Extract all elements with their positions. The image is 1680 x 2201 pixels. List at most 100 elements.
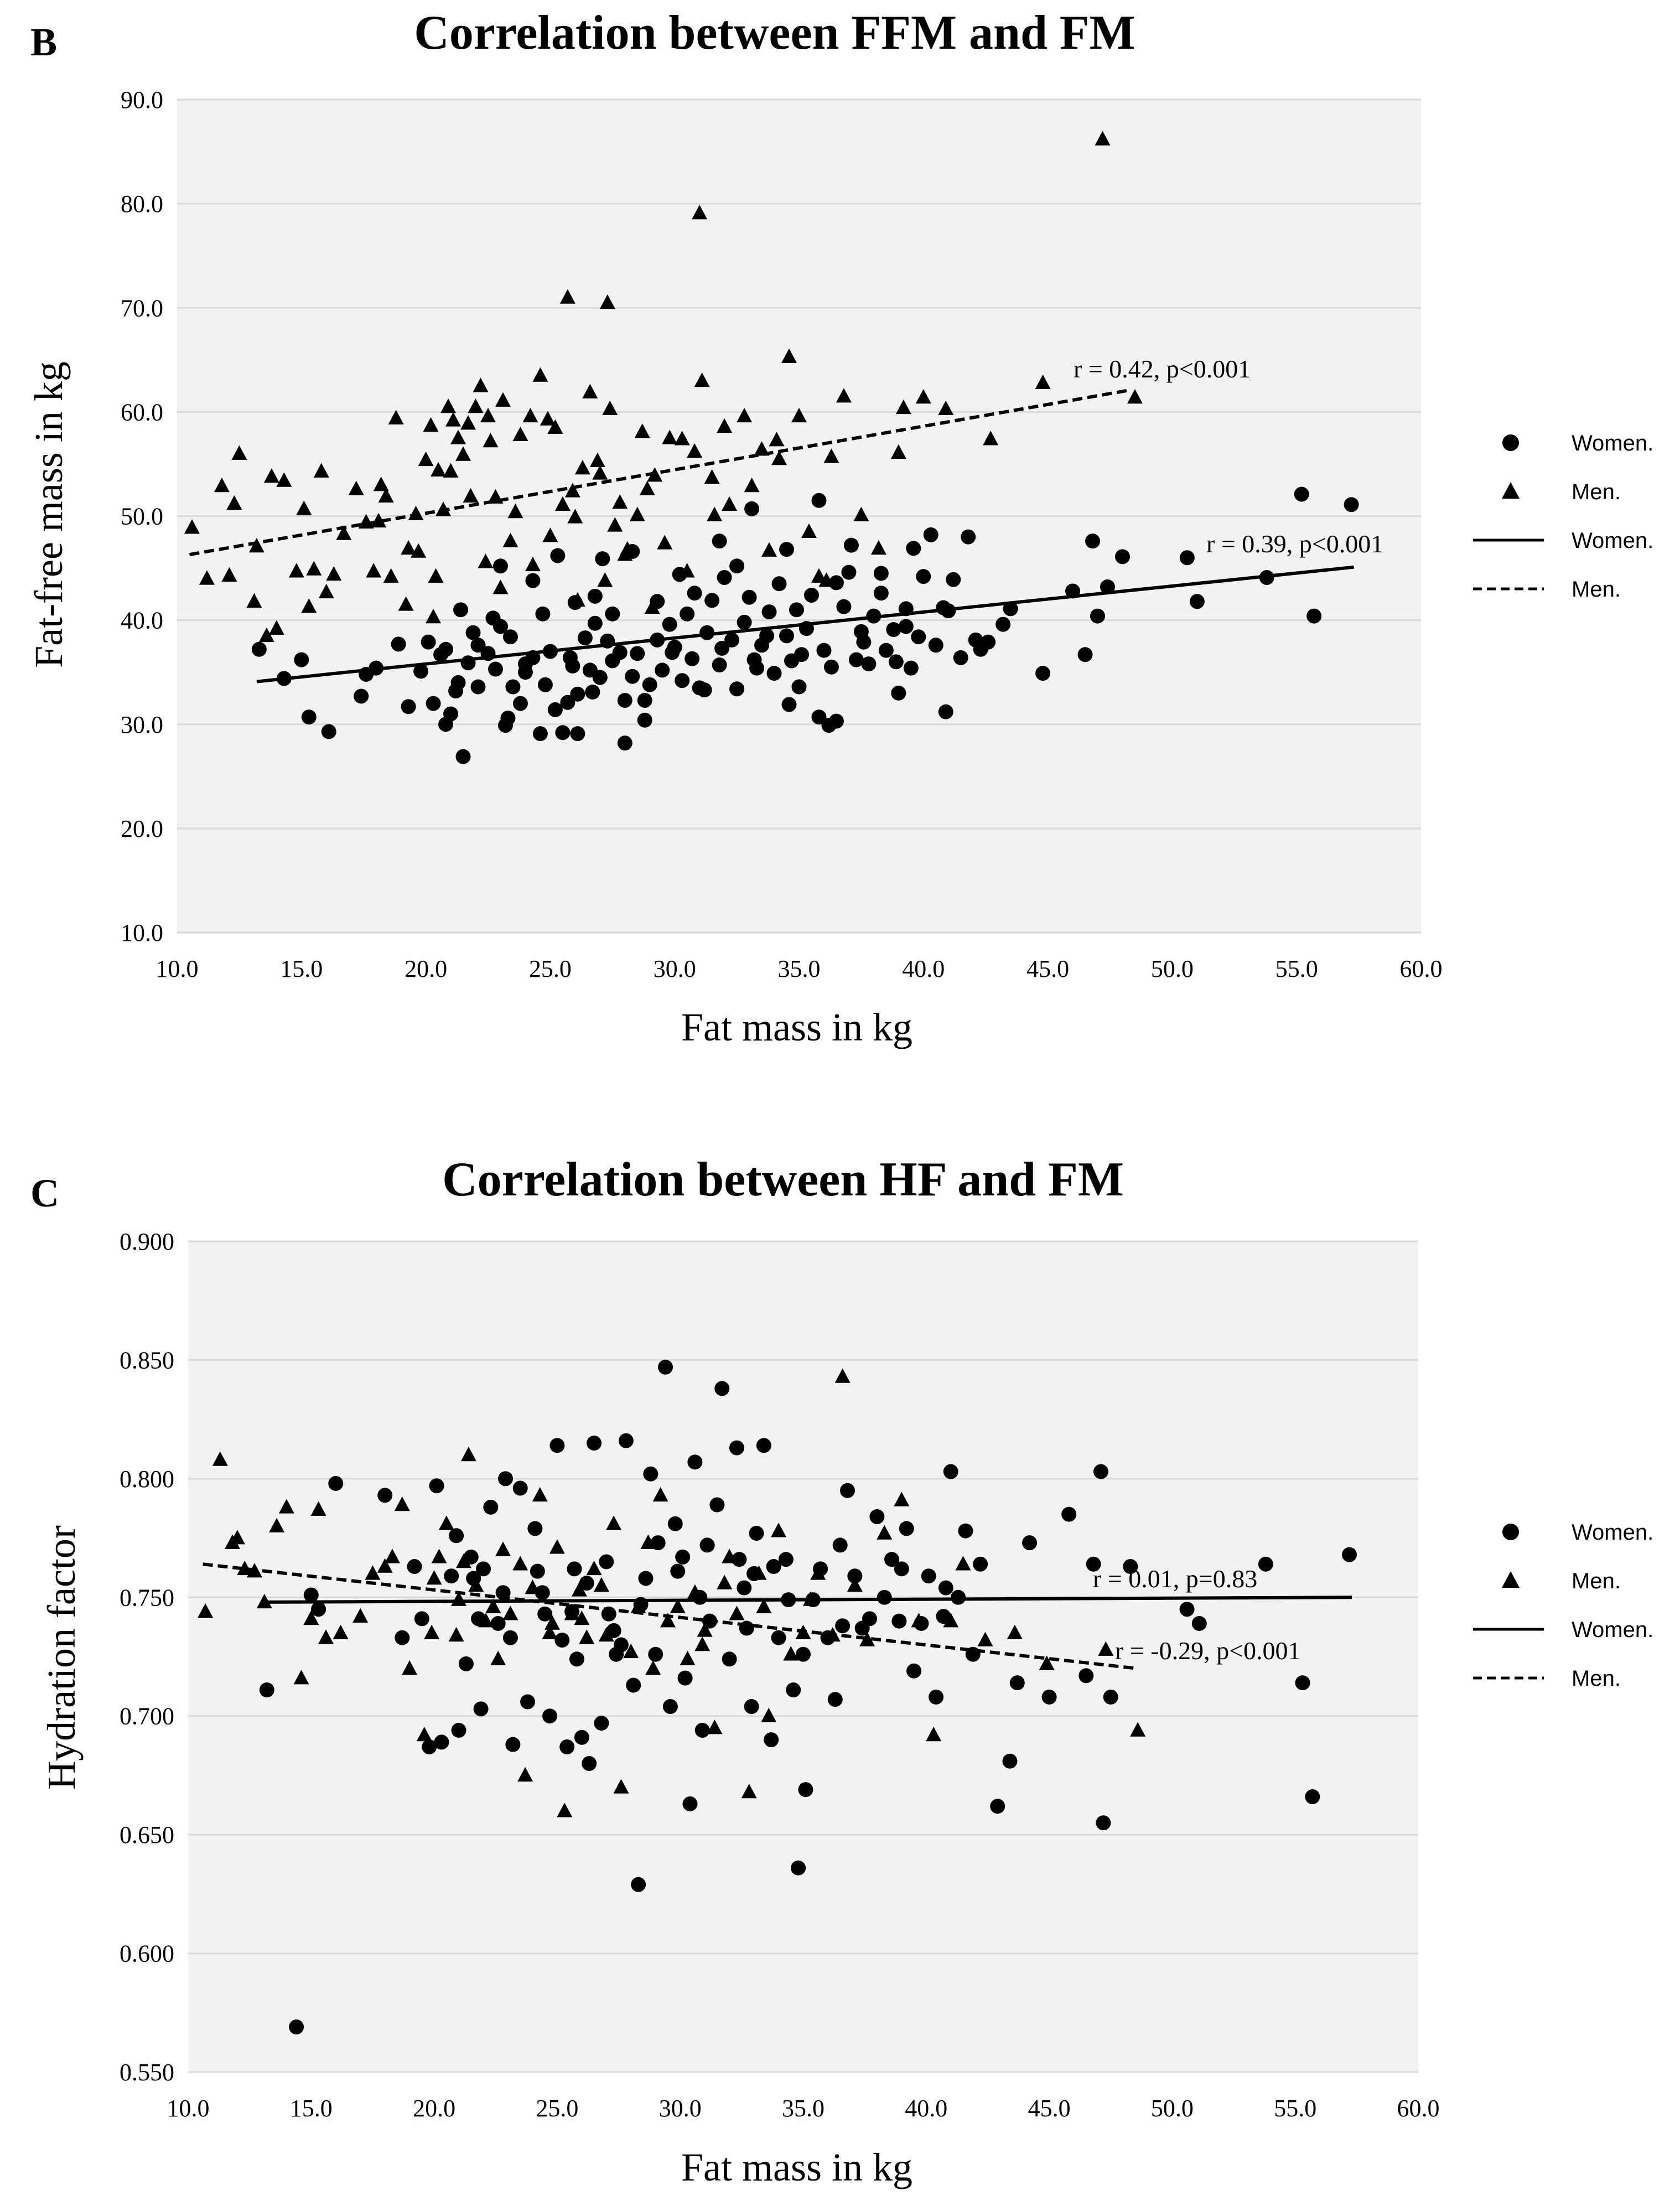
data-point-men: [221, 567, 237, 582]
data-point-men: [729, 1606, 745, 1620]
data-point-women: [512, 696, 528, 711]
data-point-men: [448, 1627, 464, 1642]
data-point-women: [791, 1860, 806, 1876]
data-point-women: [450, 675, 466, 690]
data-point-men: [1098, 1641, 1114, 1656]
x-tick-label: 45.0: [1028, 2095, 1071, 2122]
data-point-women: [861, 656, 877, 672]
data-point-women: [512, 1480, 528, 1496]
data-point-women: [685, 651, 700, 666]
trendline-women: [256, 565, 1354, 683]
data-point-men: [662, 429, 678, 444]
data-point-men: [722, 496, 738, 511]
data-point-women: [582, 1755, 597, 1771]
data-point-women: [906, 541, 921, 556]
data-point-men: [943, 1613, 959, 1628]
data-point-men: [450, 429, 466, 444]
data-point-men: [1035, 374, 1051, 389]
data-point-women: [642, 677, 657, 692]
y-tick-label: 0.800: [120, 1465, 174, 1493]
data-point-women: [455, 749, 471, 764]
data-point-women: [289, 2019, 304, 2035]
data-point-men: [771, 450, 787, 465]
data-point-women: [1100, 579, 1116, 594]
data-point-women: [414, 1611, 429, 1627]
data-point-men: [687, 1584, 703, 1599]
data-point-women: [377, 1488, 393, 1503]
data-point-women: [1123, 1559, 1138, 1575]
x-tick-label: 20.0: [405, 955, 447, 982]
data-point-men: [599, 294, 615, 309]
data-point-men: [525, 1579, 541, 1594]
data-point-men: [593, 1577, 609, 1592]
data-point-women: [847, 1568, 863, 1584]
legend-label: Men.: [1572, 480, 1621, 504]
data-point-women: [259, 1682, 274, 1698]
data-point-men: [754, 441, 770, 456]
data-point-women: [429, 1478, 444, 1494]
data-point-men: [983, 431, 999, 446]
x-tick-label: 15.0: [280, 955, 323, 982]
x-axis-label: Fat mass in kg: [681, 2145, 912, 2189]
data-point-women: [458, 1656, 474, 1671]
data-point-women: [803, 587, 819, 603]
data-point-women: [630, 646, 645, 661]
data-point-men: [564, 1606, 580, 1620]
data-point-men: [480, 407, 496, 423]
data-point-women: [1090, 608, 1106, 624]
data-point-women: [729, 681, 745, 697]
data-point-men: [423, 417, 439, 432]
data-point-men: [306, 561, 322, 576]
data-point-women: [779, 628, 795, 644]
data-point-women: [391, 636, 406, 652]
data-point-women: [712, 534, 727, 549]
data-point-women: [677, 1670, 693, 1686]
data-point-men: [547, 419, 563, 434]
y-tick-label: 20.0: [121, 815, 163, 842]
data-point-men: [313, 463, 329, 478]
data-point-women: [449, 1528, 464, 1544]
data-point-men: [579, 1629, 595, 1644]
data-point-women: [697, 682, 712, 698]
data-point-women: [1306, 608, 1322, 624]
data-point-women: [401, 699, 416, 714]
data-point-men: [246, 593, 262, 608]
data-point-women: [938, 1580, 953, 1596]
data-point-women: [680, 606, 695, 622]
data-point-women: [1035, 666, 1051, 681]
data-point-women: [779, 542, 795, 557]
data-point-men: [877, 1525, 893, 1540]
data-point-women: [605, 606, 620, 622]
data-point-men: [268, 620, 284, 635]
data-point-women: [579, 1576, 594, 1591]
data-point-women: [832, 1537, 848, 1553]
data-point-men: [634, 423, 650, 438]
data-point-men: [445, 412, 462, 427]
data-point-men: [468, 398, 484, 413]
data-point-men: [834, 1368, 851, 1383]
data-point-women: [938, 704, 953, 719]
y-tick-label: 0.850: [120, 1347, 174, 1374]
data-point-men: [492, 579, 509, 594]
legend-label: Men.: [1572, 1666, 1621, 1691]
data-point-women: [535, 606, 551, 622]
data-point-men: [1127, 389, 1143, 404]
y-tick-label: 10.0: [121, 919, 163, 946]
data-point-women: [500, 710, 516, 726]
data-point-women: [321, 724, 336, 739]
data-point-men: [517, 1767, 533, 1782]
data-point-women: [426, 696, 441, 711]
data-point-men: [416, 1727, 432, 1742]
data-point-men: [613, 1779, 629, 1794]
data-point-men: [612, 494, 628, 509]
data-point-men: [751, 1565, 767, 1580]
y-tick-label: 40.0: [121, 607, 163, 634]
x-tick-label: 55.0: [1275, 955, 1318, 982]
data-point-women: [395, 1630, 410, 1645]
data-point-women: [434, 1734, 449, 1750]
data-point-women: [577, 630, 593, 646]
data-point-women: [749, 1525, 764, 1541]
data-point-women: [946, 572, 961, 587]
data-point-women: [527, 1521, 543, 1536]
data-point-men: [460, 1446, 476, 1462]
